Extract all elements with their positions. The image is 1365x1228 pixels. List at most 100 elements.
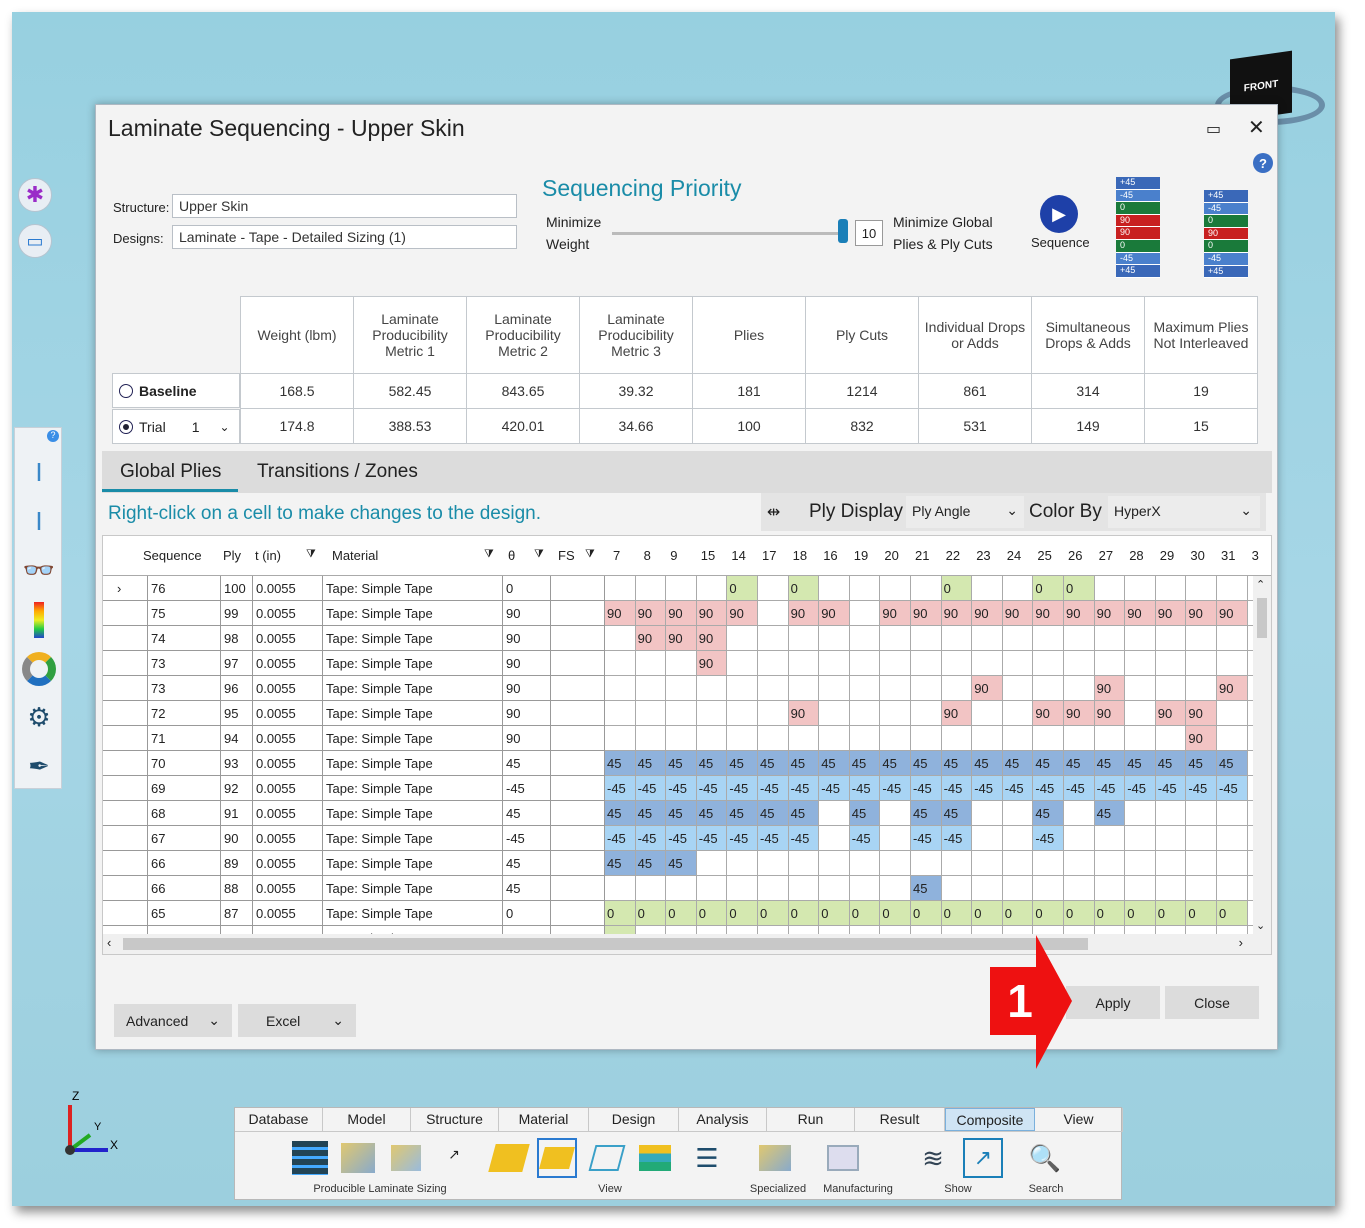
ply-cell[interactable] — [1217, 801, 1248, 826]
ply-cell[interactable] — [1155, 576, 1187, 601]
zone-header[interactable]: 16 — [823, 548, 838, 563]
structure-field[interactable]: Upper Skin — [172, 194, 517, 218]
ply-cell[interactable]: 45 — [696, 801, 728, 826]
specialized-icon[interactable] — [755, 1138, 795, 1178]
cell-seq[interactable]: 68 — [148, 801, 221, 826]
ply-cell[interactable]: 0 — [605, 901, 636, 926]
ply-cell[interactable] — [941, 926, 973, 934]
ply-cell[interactable]: 45 — [911, 876, 942, 901]
cell-ply[interactable]: 93 — [221, 751, 253, 776]
ply-cell[interactable] — [758, 926, 789, 934]
ply-cell[interactable] — [758, 701, 789, 726]
ply-cell[interactable]: 90 — [972, 601, 1003, 626]
ply-cell[interactable] — [941, 851, 973, 876]
column-header[interactable]: FS — [558, 548, 575, 563]
ply-cell[interactable] — [1064, 626, 1095, 651]
ply-cell[interactable]: 45 — [758, 751, 789, 776]
ply-cell[interactable]: 45 — [1217, 751, 1248, 776]
ply-cell[interactable]: 45 — [849, 751, 881, 776]
cell-seq[interactable]: 72 — [148, 701, 221, 726]
cell-theta[interactable]: 0 — [503, 576, 551, 601]
ply-cell[interactable]: -45 — [788, 776, 820, 801]
row-indicator[interactable] — [103, 901, 148, 926]
ply-cell[interactable]: 90 — [1155, 601, 1187, 626]
designs-field[interactable]: Laminate - Tape - Detailed Sizing (1) — [172, 225, 517, 249]
filter-icon[interactable]: ⧩ — [484, 548, 494, 560]
ply-cell[interactable] — [1247, 701, 1253, 726]
ribbon-tab-analysis[interactable]: Analysis — [679, 1108, 767, 1131]
ply-cell[interactable] — [1247, 926, 1253, 934]
zone-header[interactable]: 14 — [731, 548, 746, 563]
ply-cell[interactable]: 90 — [819, 601, 850, 626]
ply-cell[interactable]: 0 — [819, 901, 850, 926]
ply-cell[interactable] — [666, 576, 697, 601]
cell-ply[interactable]: 94 — [221, 726, 253, 751]
ply-cell[interactable] — [1002, 676, 1034, 701]
ply-cell[interactable]: -45 — [1033, 826, 1064, 851]
ply-cell[interactable] — [727, 726, 758, 751]
ply-cell[interactable] — [972, 876, 1003, 901]
manufacturing-icon[interactable] — [823, 1138, 863, 1178]
ply-cell[interactable] — [1186, 826, 1217, 851]
yellow-layer-selected-icon[interactable] — [537, 1138, 577, 1178]
ply-cell[interactable]: 90 — [880, 601, 911, 626]
cell-mat[interactable]: Tape: Simple Tape — [323, 676, 503, 701]
cell-seq[interactable]: 69 — [148, 776, 221, 801]
ply-cell[interactable]: 45 — [605, 851, 636, 876]
table-row[interactable]: 73 96 0.0055 Tape: Simple Tape 90 90 90 90 — [103, 676, 1253, 701]
ply-cell[interactable]: -45 — [1094, 776, 1126, 801]
ply-cell[interactable] — [819, 626, 850, 651]
cell-t[interactable]: 0.0055 — [253, 926, 323, 934]
ply-cell[interactable]: -45 — [880, 776, 911, 801]
ply-cell[interactable] — [758, 626, 789, 651]
ply-cell[interactable] — [880, 576, 911, 601]
priority-slider-track[interactable] — [612, 232, 844, 235]
trial-row[interactable]: Trial 1 ⌄ — [112, 409, 240, 444]
ply-cell[interactable] — [1002, 801, 1034, 826]
ply-cell[interactable] — [1186, 876, 1217, 901]
ply-cell[interactable]: 45 — [605, 801, 636, 826]
pen-icon[interactable]: ✒ — [28, 751, 50, 781]
ply-cell[interactable]: 45 — [666, 751, 697, 776]
ply-cell[interactable]: -45 — [1186, 776, 1217, 801]
row-indicator[interactable] — [103, 726, 148, 751]
ply-cell[interactable] — [972, 826, 1003, 851]
ply-cell[interactable]: -45 — [635, 826, 667, 851]
ply-cell[interactable]: 90 — [1186, 726, 1217, 751]
ply-cell[interactable] — [941, 726, 973, 751]
ply-cell[interactable] — [941, 676, 973, 701]
ply-cell[interactable]: 0 — [1064, 901, 1095, 926]
row-indicator[interactable] — [103, 801, 148, 826]
row-indicator[interactable] — [103, 626, 148, 651]
ply-cell[interactable] — [635, 676, 667, 701]
trial-radio[interactable] — [119, 419, 133, 434]
cell-mat[interactable]: Tape: Simple Tape — [323, 926, 503, 934]
ply-cell[interactable] — [758, 576, 789, 601]
zone-header[interactable]: 25 — [1037, 548, 1052, 563]
ply-cell[interactable] — [941, 626, 973, 651]
ply-cell[interactable]: -45 — [941, 776, 973, 801]
ply-cell[interactable]: -45 — [911, 776, 942, 801]
tab-transitions-zones[interactable]: Transitions / Zones — [257, 461, 418, 482]
ply-cell[interactable]: -45 — [849, 826, 881, 851]
ply-cell[interactable] — [1033, 651, 1064, 676]
ply-cell[interactable] — [1155, 651, 1187, 676]
ply-cell[interactable]: -45 — [911, 826, 942, 851]
ply-cell[interactable]: 45 — [1186, 751, 1217, 776]
ply-cell[interactable] — [696, 701, 728, 726]
beam-play-icon[interactable]: I — [35, 457, 43, 487]
ply-cell[interactable] — [849, 676, 881, 701]
column-header[interactable]: Material — [332, 548, 379, 563]
cell-theta[interactable]: 45 — [503, 751, 551, 776]
ply-cell[interactable]: -45 — [1002, 776, 1034, 801]
ply-cell[interactable] — [1247, 601, 1253, 626]
ply-cell[interactable] — [972, 851, 1003, 876]
ply-cell[interactable] — [1002, 626, 1034, 651]
ribbon-tab-run[interactable]: Run — [767, 1108, 855, 1131]
ply-cell[interactable]: 90 — [635, 626, 667, 651]
ply-cell[interactable]: 0 — [696, 901, 728, 926]
cell-t[interactable]: 0.0055 — [253, 701, 323, 726]
ply-cell[interactable]: 90 — [1094, 676, 1126, 701]
ply-cell[interactable]: 0 — [1217, 901, 1248, 926]
ply-cell[interactable]: 0 — [666, 901, 697, 926]
